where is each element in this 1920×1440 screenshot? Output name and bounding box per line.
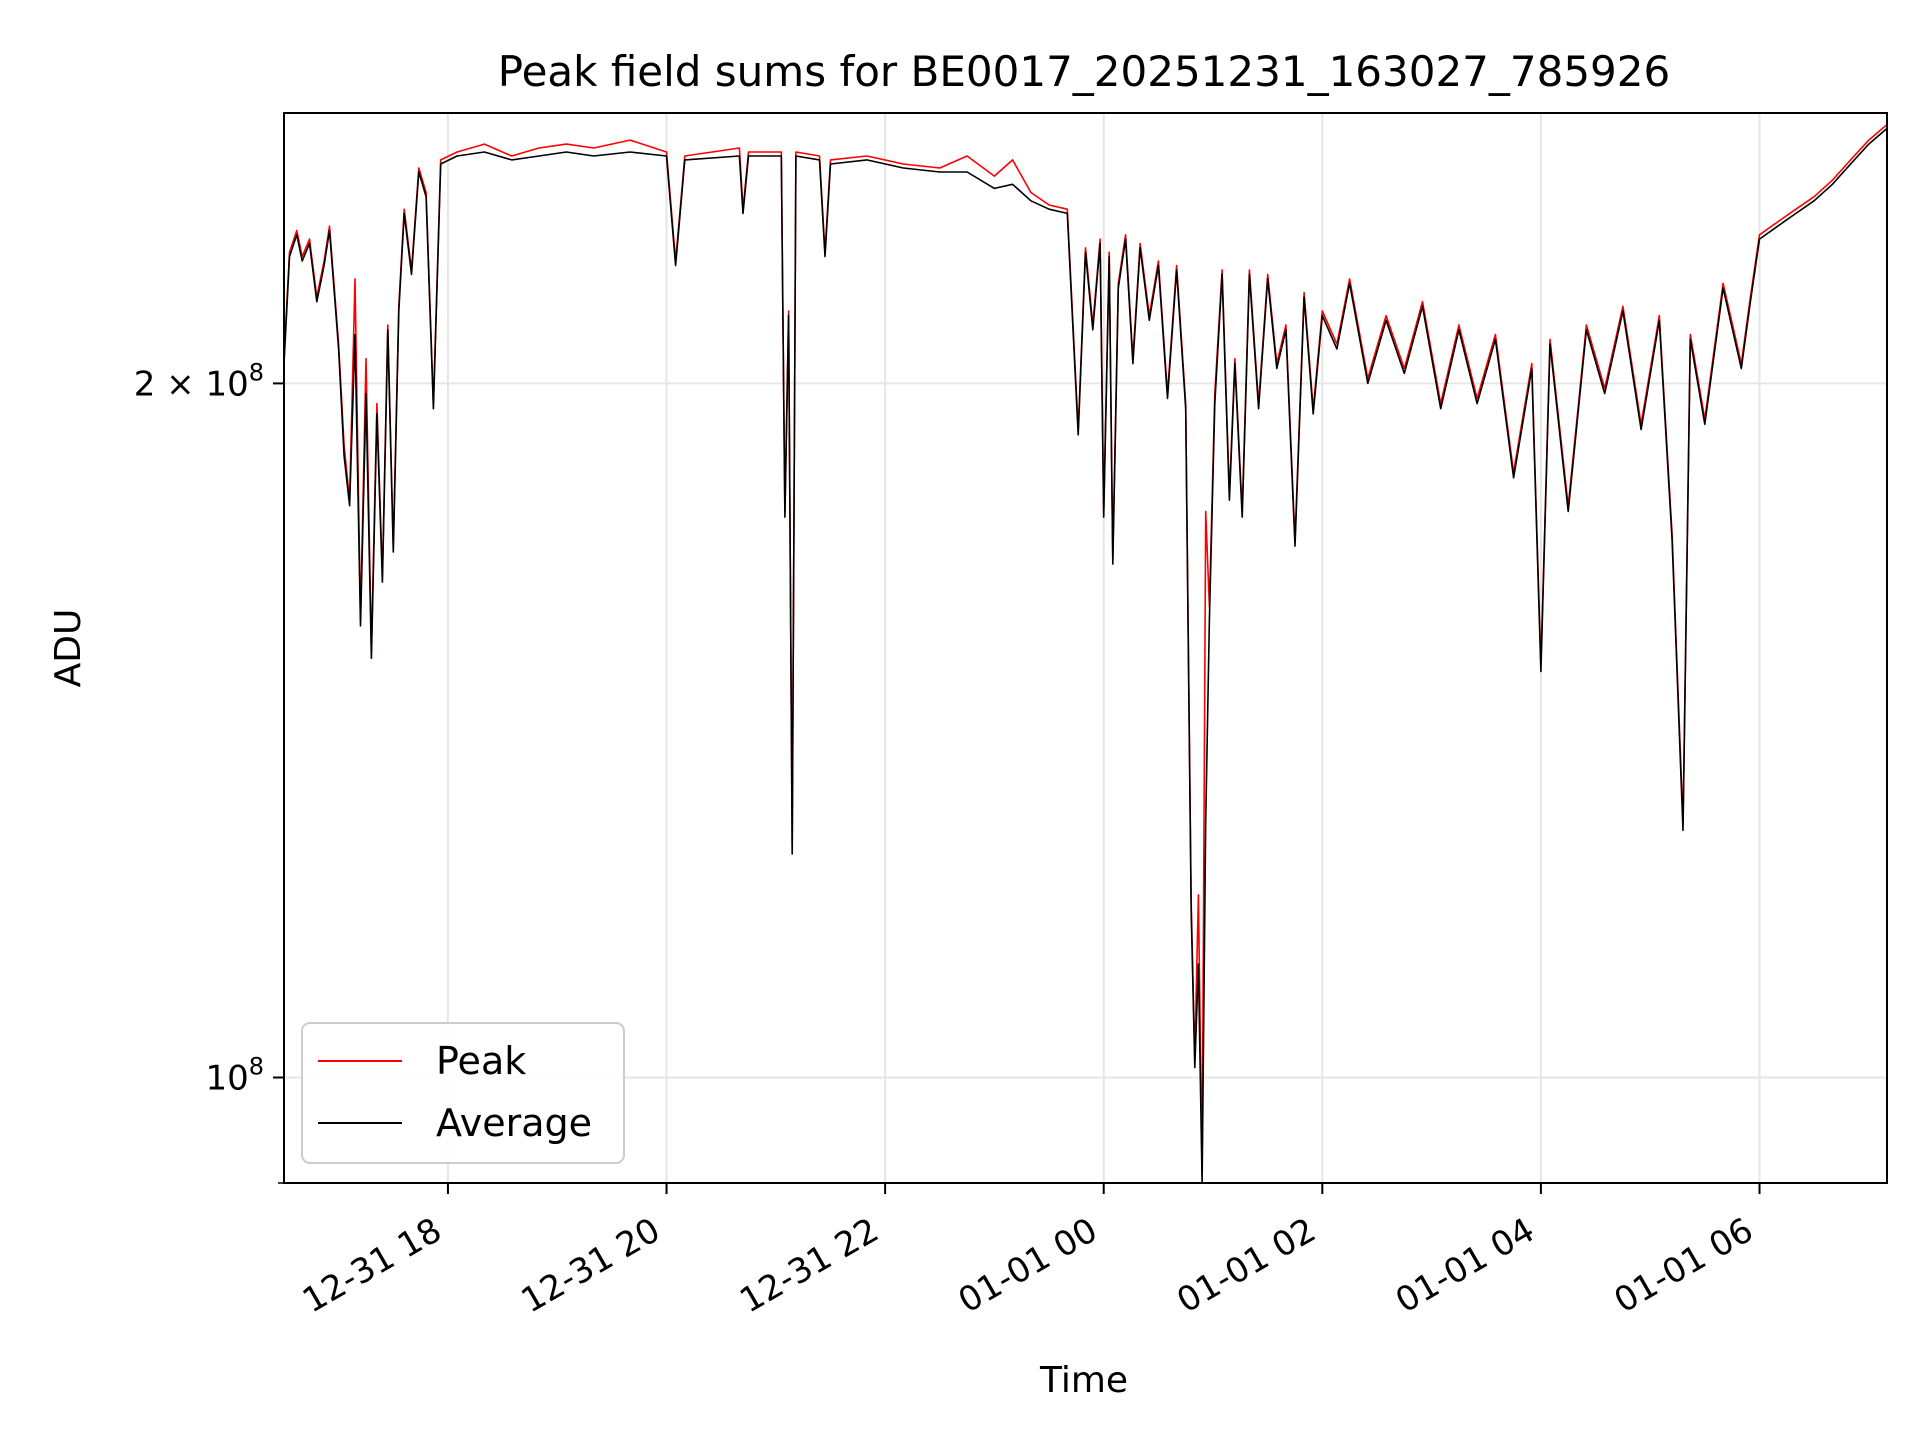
- x-tick-label: 01-01 02: [1170, 1210, 1322, 1321]
- series-line-average: [284, 127, 1887, 1183]
- plot-series: [284, 123, 1887, 1183]
- y-tick-mantissa: 10: [205, 1058, 248, 1098]
- y-tick-exponent: 8: [249, 1052, 264, 1080]
- x-tick-label: 12-31 20: [515, 1210, 667, 1321]
- y-tick-label: 2 × 108: [134, 358, 264, 404]
- legend-label-average: Average: [436, 1101, 592, 1145]
- x-tick-label: 01-01 00: [952, 1210, 1104, 1321]
- plot-frame: [283, 112, 1888, 1184]
- legend-box: [301, 1022, 625, 1164]
- x-tick-label: 01-01 04: [1389, 1210, 1541, 1321]
- x-axis-ticks: 12-31 18 12-31 20 12-31 22 01-01 00 01-01 02…: [296, 1183, 1761, 1321]
- x-tick-label: 12-31 18: [296, 1210, 448, 1321]
- chart-title: Peak field sums for BE0017_20251231_1630…: [498, 47, 1670, 96]
- x-tick-label: 01-01 06: [1608, 1210, 1760, 1321]
- x-axis-title: Time: [1039, 1360, 1128, 1401]
- legend-label-peak: Peak: [436, 1039, 526, 1083]
- x-tick-label: 12-31 22: [733, 1210, 885, 1321]
- y-tick-exponent: 8: [249, 358, 264, 386]
- series-line-peak: [284, 123, 1887, 1173]
- legend: Peak Average: [301, 1022, 625, 1164]
- y-axis-title: ADU: [48, 609, 89, 688]
- y-tick-label: 108: [205, 1052, 264, 1098]
- y-tick-mantissa: 2 × 10: [134, 364, 249, 404]
